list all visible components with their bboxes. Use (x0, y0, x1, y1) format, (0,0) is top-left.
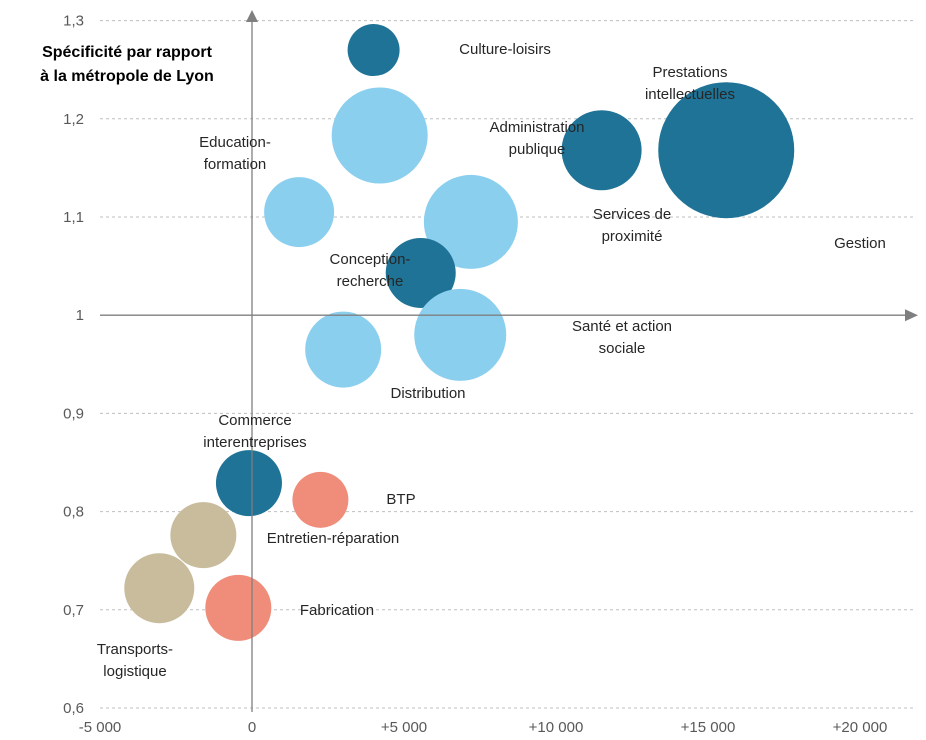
y-axis-title: Spécificité par rapport à la métropole d… (40, 44, 214, 85)
bubble-label: Culture-loisirs (459, 41, 551, 58)
bubble-layer (124, 24, 795, 641)
y-tick-label: 1 (76, 307, 84, 324)
bubble-conception-recherche (385, 237, 456, 308)
bubble-services-de-proximit- (423, 174, 518, 269)
bubble-label: Services de (593, 206, 671, 223)
bubble-label: Commerce (218, 412, 291, 429)
x-tick-label: 0 (248, 719, 256, 736)
bubble-gestion (658, 82, 795, 219)
bubble-administration-publique (331, 87, 428, 184)
x-tick-label: +5 000 (381, 719, 427, 736)
bubble-transports-logistique (124, 553, 195, 624)
y-axis-arrow (246, 10, 258, 22)
bubble-label: Conception- (330, 251, 411, 268)
y-tick-label: 1,1 (63, 209, 84, 226)
label-layer: Culture-loisirs Administration publique Edu… (97, 10, 918, 712)
axis-layer: 0,6 0,7 0,8 0,9 1 1,1 1,2 1,3 -5 000 0 +5 000 +10 0… (63, 13, 887, 736)
bubble-label: Distribution (390, 385, 465, 402)
x-tick-label: +20 000 (833, 719, 888, 736)
x-tick-label: +15 000 (681, 719, 736, 736)
bubble-label: proximité (602, 228, 663, 245)
bubble-label: Prestations (652, 64, 727, 81)
y-tick-label: 1,2 (63, 111, 84, 128)
y-axis-title-line-2: à la métropole de Lyon (40, 68, 214, 85)
bubble-label: Gestion (834, 235, 886, 252)
bubble-label: Entretien-réparation (267, 530, 400, 547)
bubble-commerce-interentreprises (215, 450, 282, 517)
bubble-label: Education- (199, 134, 271, 151)
bubble-label: interentreprises (203, 434, 306, 451)
bubble-btp (292, 471, 349, 528)
y-tick-label: 0,6 (63, 700, 84, 717)
bubble-distribution (305, 311, 382, 388)
y-tick-label: 0,7 (63, 602, 84, 619)
bubble-sant-et-action-sociale (414, 288, 507, 381)
bubble-entretien-r-paration (170, 502, 237, 569)
bubble-label: recherche (337, 273, 404, 290)
bubble-label: sociale (599, 340, 646, 357)
y-tick-label: 1,3 (63, 13, 84, 30)
bubble-education-formation (264, 177, 335, 248)
bubble-label: Santé et action (572, 318, 672, 335)
bubble-label: Fabrication (300, 602, 374, 619)
y-tick-label: 0,8 (63, 504, 84, 521)
bubble-culture-loisirs (347, 24, 400, 77)
x-tick-label: -5 000 (79, 719, 122, 736)
bubble-label: Administration (489, 119, 584, 136)
bubble-label: BTP (386, 491, 415, 508)
x-axis-arrow (905, 309, 918, 322)
bubble-label: publique (509, 141, 566, 158)
y-tick-label: 0,9 (63, 405, 84, 422)
bubble-fabrication (205, 574, 272, 641)
x-tick-label: +10 000 (529, 719, 584, 736)
bubble-prestations-intellectuelles (561, 110, 642, 191)
y-axis-title-line-1: Spécificité par rapport (42, 44, 212, 61)
bubble-label: Transports- (97, 641, 173, 658)
bubble-label: formation (204, 156, 267, 173)
bubble-label: logistique (103, 663, 166, 680)
bubble-label: intellectuelles (645, 86, 735, 103)
